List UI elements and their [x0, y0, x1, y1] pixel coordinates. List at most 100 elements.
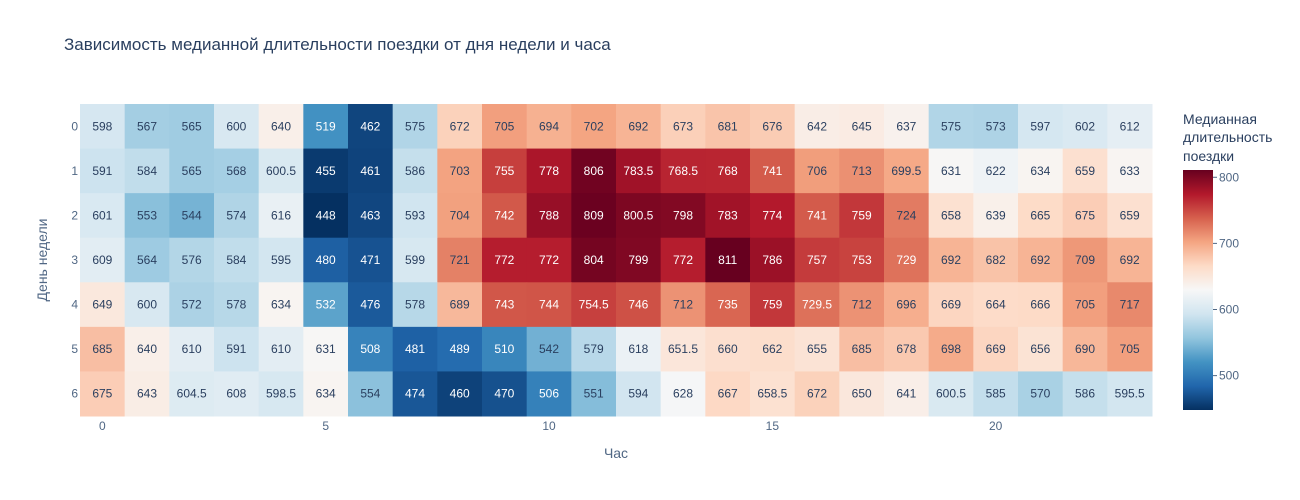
- cell-value-label: 800.5: [623, 208, 653, 222]
- heatmap-cell: [571, 148, 617, 194]
- heatmap-cell: [794, 237, 840, 283]
- cell-value-label: 692: [941, 253, 961, 267]
- cell-value-label: 717: [1120, 298, 1140, 312]
- cell-value-label: 554: [360, 387, 380, 401]
- cell-value-label: 649: [92, 298, 112, 312]
- cell-value-label: 655: [807, 342, 827, 356]
- heatmap-cell: [169, 104, 215, 150]
- cell-value-label: 713: [852, 164, 872, 178]
- cell-value-label: 597: [1030, 119, 1050, 133]
- heatmap-cell: [169, 237, 215, 283]
- heatmap-cell: [1062, 104, 1108, 150]
- heatmap-cell: [526, 104, 572, 150]
- cell-value-label: 757: [807, 253, 827, 267]
- heatmap-cell: [616, 326, 662, 372]
- heatmap-cell: [348, 193, 394, 239]
- heatmap-cell: [928, 282, 974, 328]
- cell-value-label: 642: [807, 119, 827, 133]
- cell-value-label: 575: [405, 119, 425, 133]
- heatmap-cell: [973, 148, 1019, 194]
- cell-value-label: 768.5: [668, 164, 698, 178]
- cell-value-label: 455: [316, 164, 336, 178]
- heatmap-cell: [616, 193, 662, 239]
- heatmap-cell: [348, 104, 394, 150]
- heatmap-cell: [705, 326, 751, 372]
- cell-value-label: 600.5: [936, 387, 966, 401]
- cell-value-label: 612: [1120, 119, 1140, 133]
- cell-value-label: 673: [673, 119, 693, 133]
- colorbar-gradient: [1183, 170, 1213, 410]
- heatmap-cell: [616, 371, 662, 417]
- cell-value-label: 608: [226, 387, 246, 401]
- cell-value-label: 685: [92, 342, 112, 356]
- heatmap-cell: [705, 282, 751, 328]
- cell-value-label: 584: [226, 253, 246, 267]
- heatmap-cell: [348, 237, 394, 283]
- y-axis-title: День недели: [34, 219, 50, 302]
- heatmap-cell: [660, 148, 706, 194]
- heatmap-cell: [928, 148, 974, 194]
- heatmap-cell: [794, 326, 840, 372]
- heatmap-cell: [1062, 326, 1108, 372]
- heatmap-cell: [794, 282, 840, 328]
- heatmap-cell: [973, 193, 1019, 239]
- heatmap-cell: [303, 193, 349, 239]
- cell-value-label: 681: [718, 119, 738, 133]
- heatmap-cell: [750, 282, 796, 328]
- cell-value-label: 634: [316, 387, 336, 401]
- heatmap-cell: [303, 326, 349, 372]
- cell-value-label: 618: [628, 342, 648, 356]
- cell-value-label: 595: [271, 253, 291, 267]
- colorbar-tick-label: 600: [1219, 303, 1239, 317]
- heatmap-cell: [973, 371, 1019, 417]
- heatmap-cell: [214, 104, 260, 150]
- heatmap-cell: [124, 371, 170, 417]
- cell-value-label: 640: [271, 119, 291, 133]
- heatmap-cell: [348, 148, 394, 194]
- cell-value-label: 774: [762, 208, 782, 222]
- cell-value-label: 544: [182, 208, 202, 222]
- heatmap-cell: [437, 371, 483, 417]
- cell-value-label: 692: [1120, 253, 1140, 267]
- cell-value-label: 783.5: [623, 164, 653, 178]
- x-tick-label: 5: [322, 419, 329, 433]
- cell-value-label: 783: [718, 208, 738, 222]
- heatmap-cell: [392, 282, 438, 328]
- heatmap-cell: [660, 371, 706, 417]
- cell-value-label: 660: [718, 342, 738, 356]
- colorbar-title-line-2: длительность: [1183, 129, 1272, 145]
- y-tick-label: 0: [71, 119, 78, 133]
- heatmap-cell: [571, 282, 617, 328]
- heatmap-cell: [214, 148, 260, 194]
- colorbar-title-line-3: поездки: [1183, 148, 1234, 164]
- cell-value-label: 705: [494, 119, 514, 133]
- heatmap-cell: [437, 104, 483, 150]
- cell-value-label: 741: [762, 164, 782, 178]
- cell-value-label: 628: [673, 387, 693, 401]
- cell-value-label: 565: [182, 119, 202, 133]
- heatmap-cell: [839, 326, 885, 372]
- y-tick-label: 3: [71, 253, 78, 267]
- cell-value-label: 574: [226, 208, 246, 222]
- cell-value-label: 481: [405, 342, 425, 356]
- heatmap-cell: [750, 237, 796, 283]
- heatmap-cell: [884, 148, 930, 194]
- cell-value-label: 578: [405, 298, 425, 312]
- cell-value-label: 461: [360, 164, 380, 178]
- cell-value-label: 658: [941, 208, 961, 222]
- heatmap-cell: [392, 371, 438, 417]
- cell-value-label: 664: [986, 298, 1006, 312]
- heatmap-cell: [258, 371, 304, 417]
- heatmap-cell: [482, 326, 528, 372]
- cell-value-label: 662: [762, 342, 782, 356]
- heatmap-cell: [303, 371, 349, 417]
- heatmap-cell: [660, 326, 706, 372]
- heatmap-cell: [482, 237, 528, 283]
- heatmap-cell: [839, 237, 885, 283]
- colorbar-tick-label: 800: [1219, 170, 1239, 184]
- cell-value-label: 744: [539, 298, 559, 312]
- cell-value-label: 598.5: [266, 387, 296, 401]
- heatmap-cell: [482, 148, 528, 194]
- cell-value-label: 729.5: [802, 298, 832, 312]
- cell-value-label: 703: [450, 164, 470, 178]
